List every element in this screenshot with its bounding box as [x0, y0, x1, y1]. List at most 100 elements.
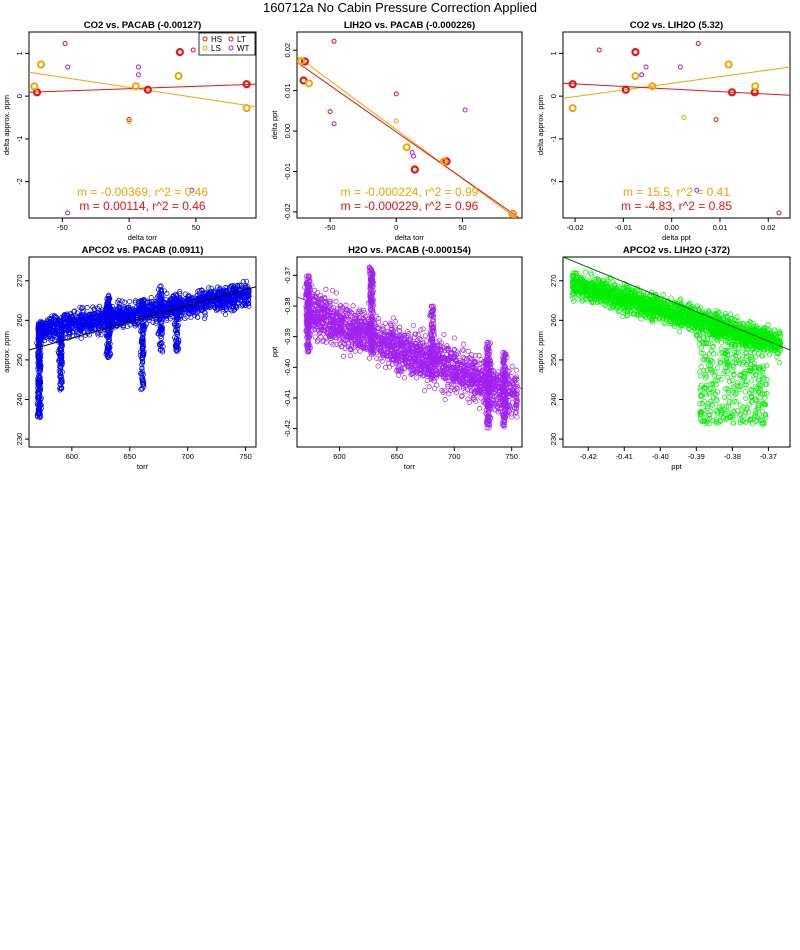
data-point	[428, 312, 434, 318]
y-tick-label: -1	[549, 136, 558, 143]
data-point	[357, 348, 363, 354]
data-point	[126, 117, 132, 123]
x-axis-label: torr	[404, 462, 416, 471]
data-point	[232, 297, 238, 303]
data-point	[312, 287, 318, 293]
data-point	[452, 373, 458, 379]
data-point	[58, 359, 64, 365]
data-point	[305, 342, 311, 348]
data-point	[355, 336, 361, 342]
data-point	[246, 303, 252, 309]
data-point	[304, 304, 311, 310]
data-point	[411, 335, 417, 341]
data-point	[419, 359, 425, 365]
data-point	[428, 331, 434, 337]
data-point	[315, 290, 321, 296]
data-point	[245, 301, 252, 307]
data-point	[355, 343, 361, 349]
data-point	[727, 88, 737, 97]
data-point	[121, 306, 127, 312]
data-point	[132, 299, 138, 305]
data-point	[146, 317, 152, 323]
data-point	[695, 41, 701, 47]
data-point	[174, 315, 180, 321]
data-point	[65, 64, 71, 70]
data-point	[350, 303, 356, 309]
data-point	[139, 339, 145, 346]
data-point	[51, 314, 57, 320]
x-tick-label: 50	[458, 223, 466, 232]
data-point	[116, 305, 122, 311]
data-point	[388, 323, 394, 329]
data-point	[67, 329, 73, 335]
data-point	[327, 333, 333, 339]
data-point	[370, 280, 376, 287]
data-point	[35, 391, 41, 397]
data-point	[213, 296, 219, 302]
data-point	[146, 315, 152, 321]
data-point	[156, 292, 162, 298]
data-point	[63, 331, 69, 337]
data-point	[418, 327, 424, 333]
x-tick-label: 50	[192, 223, 200, 232]
data-point	[329, 287, 336, 294]
data-point	[175, 47, 184, 57]
data-point	[414, 375, 420, 381]
data-point	[120, 315, 127, 321]
data-point	[318, 334, 324, 340]
y-tick-label: -0.37	[283, 267, 292, 284]
data-point	[402, 143, 411, 152]
data-point	[317, 329, 323, 335]
data-point	[429, 374, 435, 380]
data-point	[339, 305, 346, 311]
data-point	[381, 333, 387, 339]
data-point	[239, 303, 245, 309]
data-point	[106, 295, 112, 301]
data-point	[227, 304, 233, 310]
data-point	[410, 371, 416, 377]
data-point	[158, 309, 165, 315]
data-point	[397, 358, 403, 364]
y-tick-label: 0.02	[283, 43, 292, 58]
data-point	[150, 308, 156, 315]
data-point	[389, 356, 395, 362]
y-tick-label: 240	[15, 393, 24, 406]
data-point	[467, 355, 473, 362]
data-point	[386, 364, 393, 370]
fit-annotation: m = -0.00369, r^2 = 0.46	[77, 185, 208, 199]
data-point	[419, 373, 425, 379]
data-point	[334, 341, 340, 347]
data-point	[67, 331, 73, 338]
data-point	[217, 290, 223, 297]
data-point	[36, 328, 42, 335]
data-point	[414, 352, 420, 358]
data-point	[366, 319, 372, 325]
data-cloud	[302, 264, 520, 431]
data-point	[84, 305, 90, 311]
data-point	[46, 325, 52, 331]
data-point	[61, 317, 67, 323]
data-point	[352, 336, 358, 342]
data-point	[140, 338, 146, 344]
data-point	[318, 295, 324, 302]
data-point	[445, 365, 451, 371]
data-point	[465, 348, 471, 354]
data-point	[382, 351, 388, 357]
data-point	[428, 309, 434, 315]
data-point	[568, 104, 577, 113]
data-point	[35, 402, 41, 408]
data-point	[509, 414, 515, 420]
data-point	[94, 305, 100, 311]
data-point	[242, 104, 251, 113]
data-point	[514, 381, 520, 387]
data-point	[724, 60, 733, 69]
data-point	[343, 302, 349, 308]
y-axis-label: approx. ppm	[2, 331, 11, 373]
y-tick-label: 230	[15, 433, 24, 446]
data-point	[304, 345, 310, 351]
data-point	[307, 283, 313, 289]
data-point	[308, 310, 314, 316]
data-point	[127, 313, 133, 319]
legend-label: LS	[211, 44, 221, 53]
data-point	[67, 334, 73, 341]
